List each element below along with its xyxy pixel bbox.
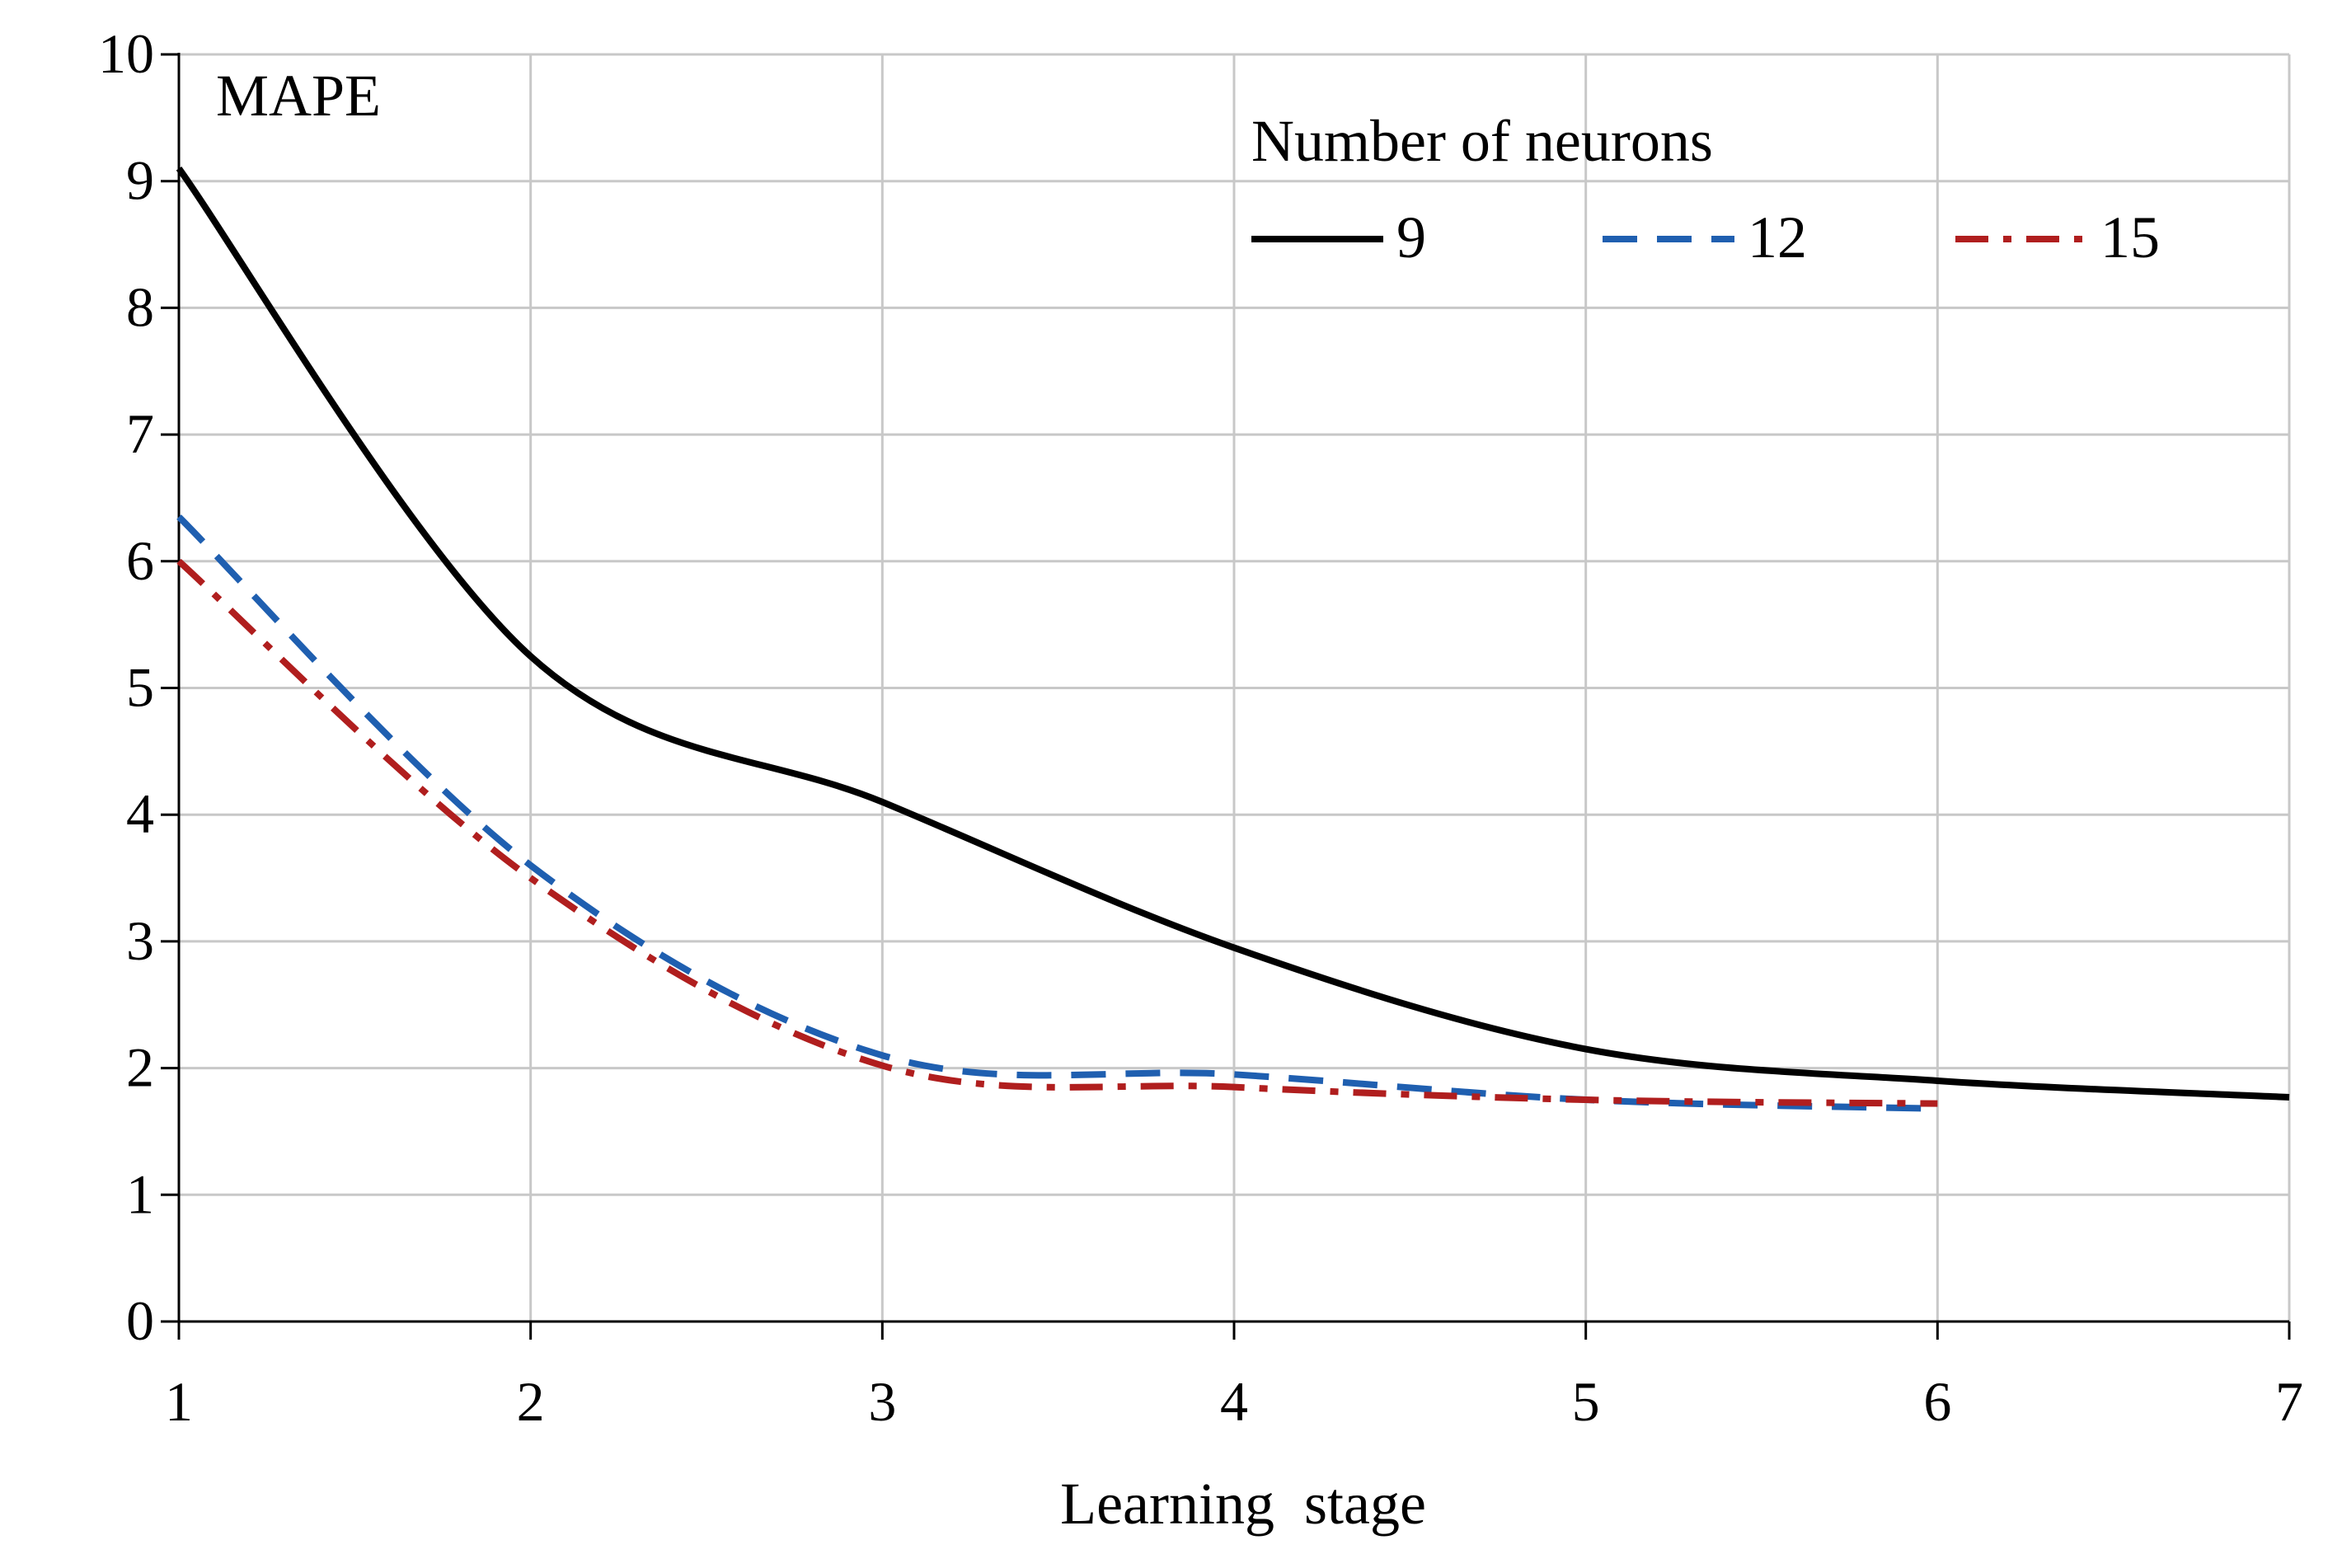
x-tick-label: 7	[2275, 1370, 2303, 1433]
legend-label-9: 9	[1396, 204, 1426, 270]
y-tick-label: 9	[126, 149, 154, 212]
series-line-12	[176, 514, 1938, 1112]
x-tick-label: 2	[517, 1370, 545, 1433]
y-tick-label: 7	[126, 402, 154, 465]
x-tick-label: 6	[1923, 1370, 1951, 1433]
y-tick-label: 5	[126, 656, 154, 719]
legend-title: Number of neurons	[1251, 108, 1713, 174]
y-tick-label: 10	[98, 22, 154, 85]
y-tick-label: 0	[126, 1289, 154, 1352]
series-lines	[176, 166, 2290, 1112]
x-tick-label: 3	[868, 1370, 896, 1433]
y-tick-label: 1	[126, 1162, 154, 1225]
y-tick-labels: 0 1 2 3 4 5 6 7 8 9 10	[98, 22, 154, 1352]
axes	[161, 53, 2291, 1340]
x-tick-labels: 1 2 3 4 5 6 7	[165, 1370, 2303, 1433]
x-axis-label: Learning stage	[1060, 1471, 1426, 1537]
series-line-9	[176, 166, 2290, 1101]
y-tick-label: 8	[126, 275, 154, 338]
y-axis-label: MAPE	[216, 63, 381, 129]
legend: Number of neurons 9 12 15	[1251, 108, 2160, 270]
legend-label-12: 12	[1748, 204, 1807, 270]
grid-lines	[179, 53, 2291, 1322]
series-line-15	[176, 558, 1938, 1107]
x-tick-label: 4	[1220, 1370, 1248, 1433]
y-tick-label: 6	[126, 529, 154, 592]
x-tick-label: 1	[165, 1370, 193, 1433]
y-tick-label: 4	[126, 782, 154, 845]
y-tick-label: 2	[126, 1036, 154, 1099]
x-tick-label: 5	[1572, 1370, 1600, 1433]
y-tick-label: 3	[126, 909, 154, 972]
legend-label-15: 15	[2100, 204, 2160, 270]
